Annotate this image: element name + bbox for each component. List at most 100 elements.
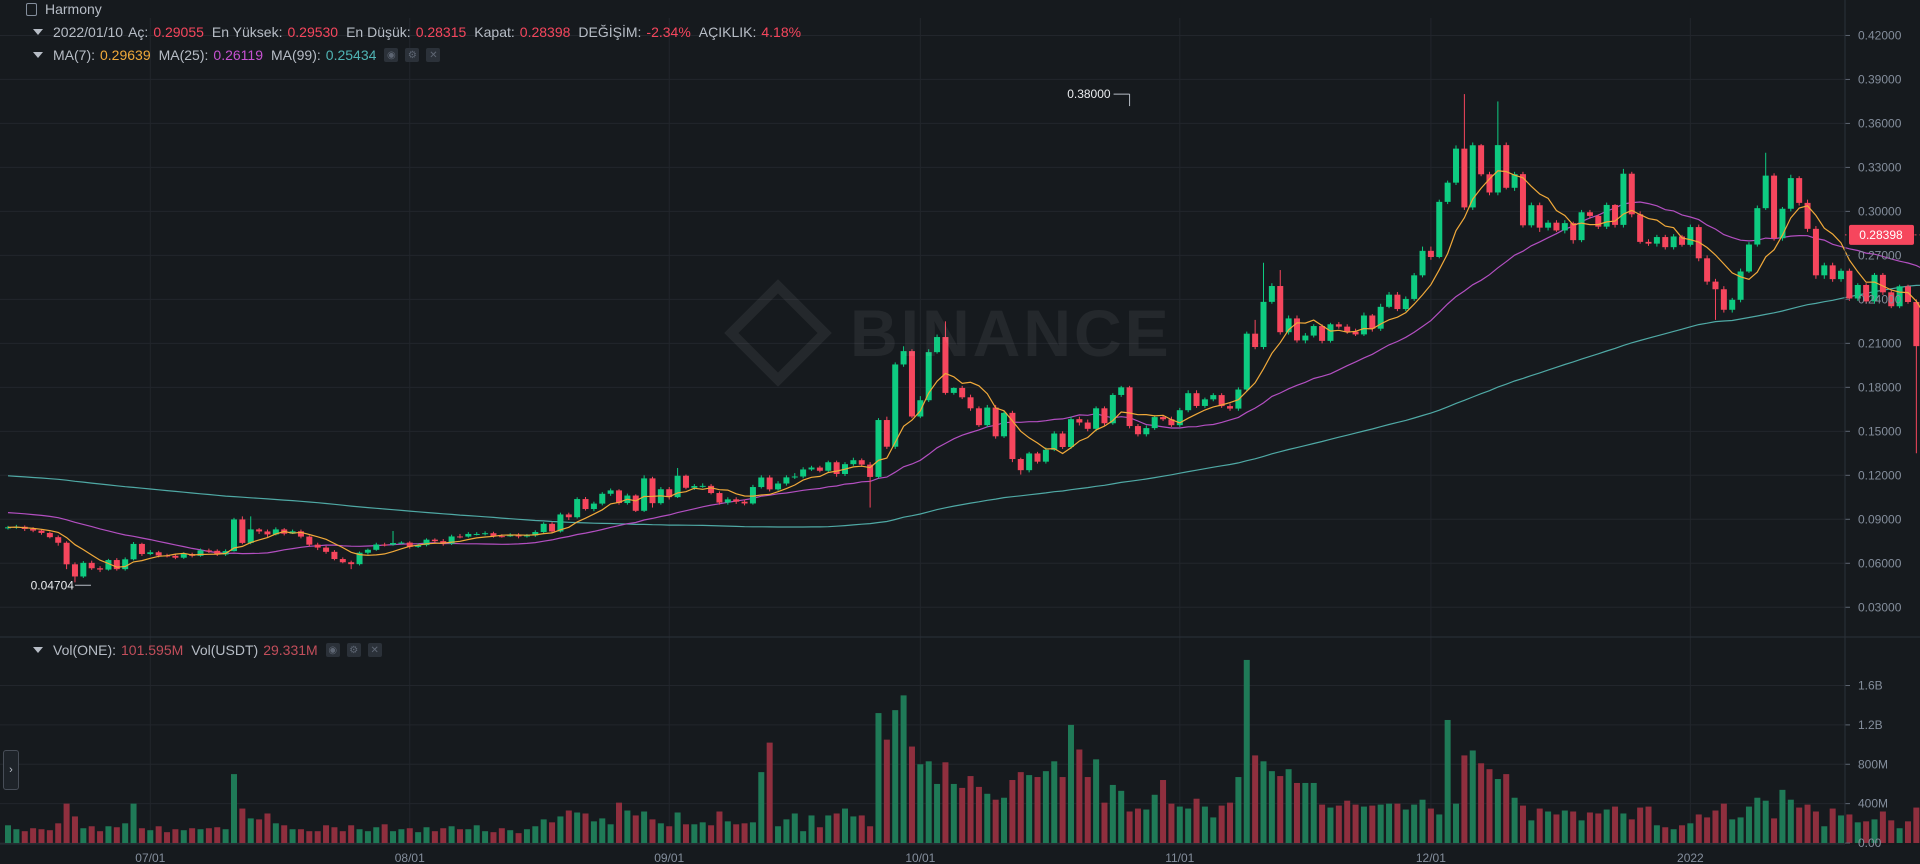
- candle-body: [498, 536, 505, 538]
- volume-bar: [297, 829, 304, 843]
- volume-bar: [523, 829, 530, 843]
- candle-body: [1519, 174, 1526, 226]
- volume-bar: [1059, 777, 1066, 843]
- volume-bar: [46, 830, 53, 843]
- ma25-label: MA(25):: [158, 47, 209, 63]
- volume-bar: [925, 761, 932, 843]
- volume-bar: [616, 802, 623, 843]
- candle-body: [1804, 202, 1811, 229]
- volume-bar: [758, 772, 765, 843]
- candle-body: [390, 543, 397, 545]
- candle-body: [1176, 410, 1183, 426]
- candle-body: [674, 475, 681, 498]
- candle-body: [1637, 214, 1644, 242]
- date-tick-label: 11/01: [1165, 851, 1194, 864]
- settings-icon[interactable]: ⚙: [405, 48, 420, 62]
- candle-body: [1469, 145, 1476, 208]
- candle-body: [1904, 286, 1911, 303]
- volume-bar: [1888, 820, 1895, 843]
- candle-body: [197, 550, 204, 556]
- volume-bar: [256, 819, 263, 843]
- candle-body: [398, 542, 405, 544]
- close-volume-icon[interactable]: ✕: [367, 643, 382, 657]
- ma7-path: [7, 170, 1920, 568]
- volume-bar: [624, 810, 631, 843]
- change-label: DEĞİŞİM:: [578, 24, 642, 40]
- candle-body: [1662, 237, 1669, 248]
- collapse-volume-icon[interactable]: [33, 647, 43, 653]
- volume-bar: [825, 815, 832, 843]
- hide-volume-icon[interactable]: ◉: [325, 643, 340, 657]
- volume-bar: [724, 821, 731, 843]
- candle-body: [733, 499, 740, 502]
- candle-body: [992, 407, 999, 437]
- volume-settings-icon[interactable]: ⚙: [346, 643, 361, 657]
- volume-bar: [1595, 813, 1602, 843]
- candle-body: [431, 539, 438, 542]
- volume-tick-label: 800M: [1858, 757, 1888, 771]
- candle-body: [582, 499, 589, 510]
- volume-bar: [1160, 780, 1167, 843]
- volume-bar: [1386, 803, 1393, 843]
- candle-body: [1394, 294, 1401, 310]
- candle-body: [1327, 324, 1334, 341]
- volume-bar: [1762, 800, 1769, 843]
- volume-bar: [1486, 769, 1493, 843]
- candle-body: [1704, 258, 1711, 282]
- volume-bar: [1076, 749, 1083, 843]
- ma99-line: [7, 284, 1920, 528]
- candle-body: [590, 503, 597, 510]
- volume-bar: [1009, 780, 1016, 843]
- candle-body: [1101, 408, 1108, 424]
- candle-body: [323, 547, 330, 552]
- ma7-value: 0.29639: [100, 47, 151, 63]
- volume-bar: [1779, 789, 1786, 843]
- hide-indicator-icon[interactable]: ◉: [384, 48, 399, 62]
- volume-bar: [1771, 818, 1778, 843]
- volume-bar: [1034, 777, 1041, 843]
- close-icon[interactable]: ✕: [426, 48, 441, 62]
- ma7-line: [7, 170, 1920, 568]
- volume-bar: [1519, 805, 1526, 843]
- candle-body: [1302, 335, 1309, 341]
- candle-body: [465, 533, 472, 537]
- candle-body: [1268, 286, 1275, 302]
- candle-body: [1553, 222, 1560, 231]
- expand-toolbar-button[interactable]: ›: [3, 750, 19, 790]
- change-value: -2.34%: [646, 24, 691, 40]
- candle-body: [1494, 145, 1501, 193]
- volume-bar: [138, 828, 145, 843]
- collapse-ohlc-icon[interactable]: [33, 29, 43, 35]
- volume-bar: [1369, 805, 1376, 843]
- candle-body: [1712, 281, 1719, 290]
- candle-body: [1185, 393, 1192, 411]
- volume-bar: [63, 803, 70, 843]
- candle-body: [741, 501, 748, 504]
- candle-body: [574, 499, 581, 518]
- volume-bar: [1829, 808, 1836, 843]
- price-tick-label: 0.09000: [1858, 512, 1902, 526]
- candle-body: [1796, 178, 1803, 203]
- volume-bar: [599, 818, 606, 843]
- ma99-path: [7, 284, 1920, 528]
- candle-body: [473, 533, 480, 535]
- volume-bar: [71, 816, 78, 843]
- volume-bar: [1227, 802, 1234, 843]
- candle-body: [858, 460, 865, 465]
- volume-bar: [1084, 777, 1091, 843]
- candle-body: [900, 351, 907, 365]
- candle-body: [1838, 270, 1845, 280]
- candle-body: [1419, 250, 1426, 276]
- candle-body: [549, 523, 556, 532]
- candle-body: [1821, 265, 1828, 276]
- price-tick-label: 0.15000: [1858, 424, 1902, 438]
- collapse-ma-icon[interactable]: [33, 52, 43, 58]
- ma7-label: MA(7):: [53, 47, 95, 63]
- volume-bar: [415, 832, 422, 843]
- candle-body: [1193, 393, 1200, 406]
- candle-body: [448, 536, 455, 544]
- volume-bar: [833, 813, 840, 843]
- candle-body: [1888, 292, 1895, 307]
- volume-bar: [557, 816, 564, 843]
